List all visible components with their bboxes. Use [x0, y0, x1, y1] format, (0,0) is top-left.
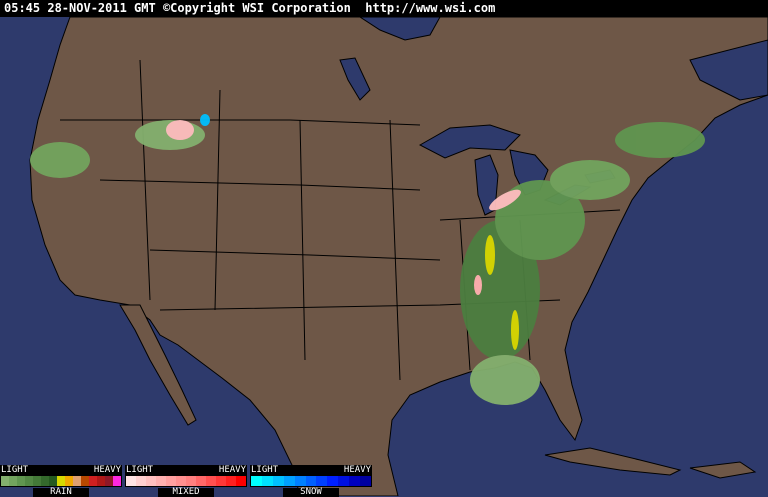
- legend-swatch: [136, 476, 146, 486]
- legend-swatch: [41, 476, 49, 486]
- legend-swatch: [338, 476, 350, 486]
- header-bar: 05:45 28-NOV-2011 GMT ©Copyright WSI Cor…: [0, 0, 768, 17]
- cuba: [544, 447, 682, 476]
- north-america-land: [29, 17, 768, 496]
- baja-peninsula: [119, 304, 197, 426]
- legend-swatch: [226, 476, 236, 486]
- legend-swatch: [49, 476, 57, 486]
- legend-swatch: [166, 476, 176, 486]
- legend-swatch: [156, 476, 166, 486]
- legend-swatch: [126, 476, 136, 486]
- legend-swatch: [97, 476, 105, 486]
- legend-name: SNOW: [283, 488, 339, 497]
- legend-heavy-label: HEAVY: [218, 465, 246, 475]
- hudson-bay: [359, 17, 441, 41]
- legend-heavy-label: HEAVY: [343, 465, 371, 475]
- legend-swatch: [216, 476, 226, 486]
- legend-name: MIXED: [158, 488, 214, 497]
- copyright: ©Copyright WSI Corporation: [162, 1, 351, 15]
- legend-light-label: LIGHT: [251, 465, 279, 475]
- legend-swatch: [305, 476, 317, 486]
- legend-swatch: [327, 476, 339, 486]
- legend-swatch: [251, 476, 262, 486]
- legend-swatch: [65, 476, 73, 486]
- greater-antilles: [689, 461, 757, 479]
- gulf-st-lawrence: [689, 39, 768, 101]
- legend-light-label: LIGHT: [1, 465, 29, 475]
- legend-swatch: [349, 476, 361, 486]
- legend-swatch: [236, 476, 246, 486]
- legend-light-label: LIGHT: [126, 465, 154, 475]
- legend-swatch: [17, 476, 25, 486]
- legend-swatch: [283, 476, 295, 486]
- legend-mixed: LIGHT HEAVY MIXED: [125, 465, 247, 497]
- radar-map: [0, 17, 768, 496]
- legend-swatch: [196, 476, 206, 486]
- legend-swatch: [294, 476, 306, 486]
- legend-swatch: [105, 476, 113, 486]
- legend-swatch: [206, 476, 216, 486]
- legend-rain: LIGHT HEAVY RAIN: [0, 465, 122, 497]
- legend-swatch: [9, 476, 17, 486]
- lake-superior: [418, 124, 521, 159]
- legend-color-bar: [125, 475, 247, 487]
- legend-swatch: [33, 476, 41, 486]
- legend-swatch: [176, 476, 186, 486]
- legend-swatch: [89, 476, 97, 486]
- legend-swatch: [146, 476, 156, 486]
- legend-swatch: [261, 476, 273, 486]
- legend-swatch: [81, 476, 89, 486]
- timestamp: 05:45 28-NOV-2011 GMT: [4, 1, 156, 15]
- legend-swatch: [1, 476, 9, 486]
- legend-snow: LIGHT HEAVY SNOW: [250, 465, 372, 497]
- legend-swatch: [316, 476, 328, 486]
- legend-swatch: [272, 476, 284, 486]
- precipitation: [30, 114, 705, 405]
- legend-name: RAIN: [33, 488, 89, 497]
- legend-swatch: [186, 476, 196, 486]
- lake-winnipeg: [339, 57, 371, 101]
- legend-swatch: [113, 476, 121, 486]
- legend-swatch: [360, 476, 371, 486]
- url: http://www.wsi.com: [365, 1, 496, 15]
- legend-swatch: [25, 476, 33, 486]
- legend-color-bar: [0, 475, 122, 487]
- legend-color-bar: [250, 475, 372, 487]
- legend-heavy-label: HEAVY: [93, 465, 121, 475]
- legend-swatch: [73, 476, 81, 486]
- legend-swatch: [57, 476, 65, 486]
